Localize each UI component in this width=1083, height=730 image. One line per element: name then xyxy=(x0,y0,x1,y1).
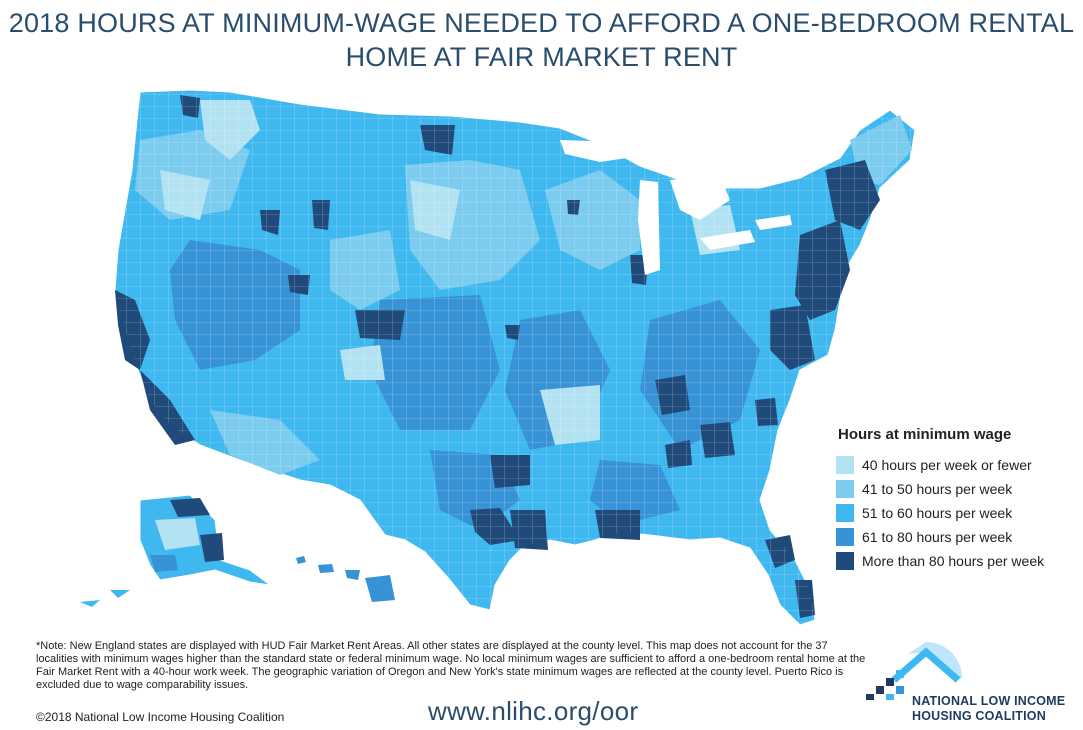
legend-swatch xyxy=(836,456,854,474)
logo-line-2: HOUSING COALITION xyxy=(912,709,1046,723)
nlihc-logo: NATIONAL LOW INCOME HOUSING COALITION xyxy=(864,640,1065,724)
house-icon xyxy=(866,642,962,700)
legend-label: More than 80 hours per week xyxy=(862,553,1045,569)
legend-swatch xyxy=(836,480,854,498)
map-title: 2018 HOURS AT MINIMUM-WAGE NEEDED TO AFF… xyxy=(0,6,1083,74)
legend-title: Hours at minimum wage xyxy=(838,426,1012,443)
legend-swatch xyxy=(836,528,854,546)
county-grid xyxy=(115,90,915,625)
legend: Hours at minimum wage 40 hours per week … xyxy=(836,426,1076,573)
title-line-1: 2018 HOURS AT MINIMUM-WAGE NEEDED TO AFF… xyxy=(8,8,1075,38)
map-svg xyxy=(80,89,916,626)
legend-item-40-fewer: 40 hours per week or fewer xyxy=(836,453,1076,477)
website-url[interactable]: www.nlihc.org/oor xyxy=(428,696,639,726)
logo-text: NATIONAL LOW INCOME HOUSING COALITION xyxy=(912,694,1065,724)
legend-swatch xyxy=(836,504,854,522)
title-line-2: HOME AT FAIR MARKET RENT xyxy=(345,42,738,72)
legend-item-61-80: 61 to 80 hours per week xyxy=(836,525,1076,549)
alaska xyxy=(80,494,271,607)
copyright: ©2018 National Low Income Housing Coalit… xyxy=(36,710,285,724)
hawaii xyxy=(296,556,395,602)
legend-label: 41 to 50 hours per week xyxy=(862,481,1013,497)
great-lakes xyxy=(560,140,792,275)
logo-line-1: NATIONAL LOW INCOME xyxy=(912,694,1066,708)
us-choropleth-map xyxy=(0,70,1083,630)
legend-item-41-50: 41 to 50 hours per week xyxy=(836,477,1076,501)
footnote: *Note: New England states are displayed … xyxy=(36,640,866,691)
legend-item-over-80: More than 80 hours per week xyxy=(836,549,1076,573)
legend-label: 51 to 60 hours per week xyxy=(862,505,1013,521)
legend-label: 61 to 80 hours per week xyxy=(862,529,1013,545)
legend-label: 40 hours per week or fewer xyxy=(862,457,1032,473)
legend-item-51-60: 51 to 60 hours per week xyxy=(836,501,1076,525)
legend-swatch xyxy=(836,552,854,570)
